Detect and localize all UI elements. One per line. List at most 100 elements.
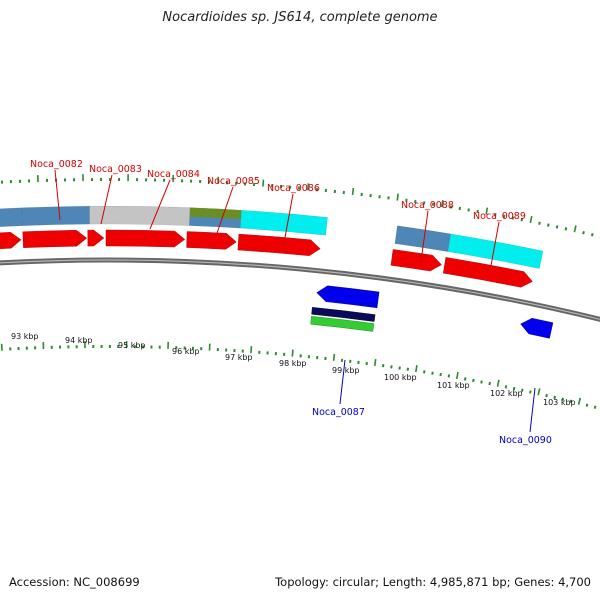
outer-tick [476, 209, 479, 214]
outer-tick [573, 225, 577, 233]
cds-forward [87, 229, 105, 247]
inner-tick [250, 346, 253, 354]
outer-tick-ring [0, 174, 600, 239]
inner-tick [415, 365, 418, 373]
cds-forward [22, 230, 88, 248]
scale-label: 94 kbp [65, 336, 93, 345]
cog-block-forward [239, 209, 328, 236]
callout-line-forward [100, 174, 113, 225]
gene-label-forward[interactable]: Noca_0089 [473, 211, 526, 222]
inner-tick [512, 386, 516, 391]
outer-tick [502, 214, 506, 218]
inner-tick [553, 395, 557, 400]
cds-forward [0, 232, 22, 250]
inner-tick [332, 353, 336, 361]
scale-label: 102 kbp [490, 389, 523, 398]
outer-tick [529, 215, 533, 224]
scale-label: 93 kbp [11, 332, 39, 341]
gene-label-forward[interactable]: Noca_0084 [147, 169, 200, 180]
inner-tick [488, 381, 491, 386]
inner-tick [520, 388, 524, 392]
cds-forward [186, 231, 237, 250]
inner-tick [585, 403, 589, 407]
inner-tick [593, 405, 597, 409]
outer-tick [396, 193, 399, 201]
scale-label: 101 kbp [437, 381, 470, 390]
cog-block-forward [447, 233, 544, 269]
inner-tick [455, 371, 459, 380]
forward-cog-track [0, 205, 544, 269]
outer-tick [555, 225, 559, 229]
inner-tick [291, 349, 294, 357]
inner-tick [537, 388, 541, 396]
cds-reverse [520, 317, 554, 339]
outer-tick [467, 208, 470, 212]
outer-tick [582, 231, 585, 235]
cds-forward [390, 249, 442, 272]
reverse-cds-track [316, 285, 554, 339]
backbone-group [0, 257, 600, 322]
inner-tick [447, 374, 451, 378]
inner-tick [569, 399, 573, 403]
outer-tick [440, 200, 444, 208]
gene-label-forward[interactable]: Noca_0083 [89, 164, 142, 175]
reverse-cog-track [310, 307, 376, 332]
gene-label-reverse[interactable]: Noca_0087 [312, 407, 365, 418]
scale-label: 99 kbp [332, 366, 360, 375]
inner-tick [496, 379, 500, 387]
inner-tick [545, 393, 548, 398]
outer-tick [351, 187, 355, 196]
outer-tick [307, 183, 310, 191]
inner-tick [472, 378, 475, 383]
cds-forward [237, 233, 321, 256]
inner-tick [577, 397, 582, 405]
outer-tick [564, 227, 568, 231]
scale-label: 96 kbp [172, 347, 200, 356]
callout-line-forward [420, 210, 429, 262]
outer-tick [494, 213, 497, 217]
gene-label-forward[interactable]: Noca_0088 [401, 200, 454, 211]
callout-line-forward [283, 193, 294, 244]
scale-label: 103 kbp [543, 398, 576, 407]
outer-tick [538, 221, 541, 225]
cog-block-reverse [311, 307, 376, 322]
cog-block-forward [189, 207, 242, 220]
callout-line-forward [489, 221, 500, 272]
inner-tick [373, 358, 377, 367]
outer-tick [590, 233, 594, 237]
inner-tick [480, 380, 483, 384]
gene-label-forward[interactable]: Noca_0086 [267, 183, 320, 194]
cog-block-forward [21, 205, 90, 226]
inner-tick [463, 377, 467, 381]
outer-tick [262, 179, 265, 187]
inner-tick [504, 385, 508, 389]
cog-block-forward [89, 205, 191, 226]
cog-block-reverse [310, 316, 375, 332]
inner-tick [561, 397, 565, 402]
outer-tick [511, 216, 515, 220]
gene-label-forward[interactable]: Noca_0085 [207, 176, 260, 187]
outer-tick [485, 207, 489, 215]
topology-text: Topology: circular; Length: 4,985,871 bp… [275, 575, 591, 589]
inner-tick [529, 390, 532, 394]
scale-labels: 93 kbp 94 kbp 95 kbp 96 kbp 97 kbp 98 kbp 99 k… [11, 332, 576, 407]
scale-label: 95 kbp [118, 341, 146, 350]
callout-line-reverse [339, 359, 346, 405]
gene-label-forward[interactable]: Noca_0082 [30, 159, 83, 170]
gene-callouts: Noca_0082 Noca_0083 Noca_0084 Noca_0085 Noca… [30, 159, 552, 446]
forward-cds-track [0, 229, 533, 288]
gene-label-reverse[interactable]: Noca_0090 [499, 435, 552, 446]
outer-tick [520, 218, 524, 222]
scale-label: 97 kbp [225, 353, 253, 362]
inner-tick-ring [0, 341, 597, 409]
backbone-highlight [0, 259, 600, 321]
cog-block-forward [0, 207, 23, 228]
inner-tick [439, 372, 442, 377]
callout-line-reverse [529, 387, 536, 433]
cds-forward [443, 257, 533, 288]
cds-reverse [316, 285, 380, 309]
accession-text: Accession: NC_008699 [9, 575, 140, 589]
callout-line-forward [54, 169, 61, 221]
outer-tick [547, 223, 550, 227]
